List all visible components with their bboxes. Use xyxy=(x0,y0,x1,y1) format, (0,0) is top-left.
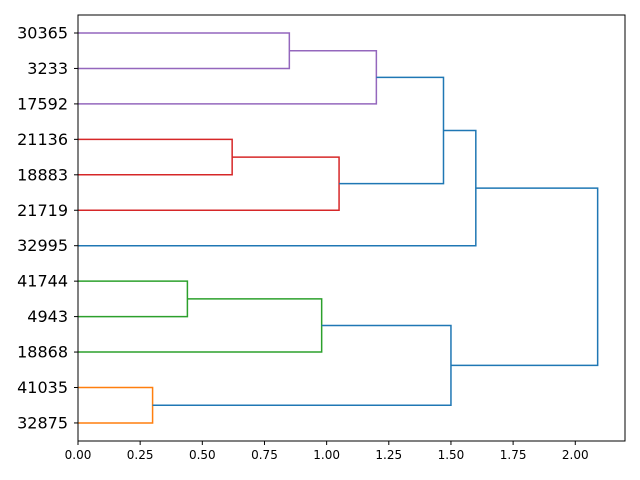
dendrogram-link xyxy=(78,156,340,211)
dendrogram-link xyxy=(78,298,323,353)
x-tick-label: 0.75 xyxy=(251,448,278,462)
leaf-label: 21136 xyxy=(17,130,68,149)
leaf-label: 18868 xyxy=(17,343,68,362)
leaf-label: 21719 xyxy=(17,201,68,220)
dendrogram-link xyxy=(78,49,378,105)
dendrogram-link xyxy=(78,280,189,318)
x-tick-label: 2.00 xyxy=(562,448,589,462)
dendrogram-links xyxy=(78,32,599,424)
leaf-label: 32875 xyxy=(17,413,68,432)
x-tick-label: 0.25 xyxy=(127,448,154,462)
dendrogram-link xyxy=(78,32,291,70)
x-axis-ticks: 0.00 0.25 0.50 0.75 1.00 1.25 1.50 1.75 2.00 xyxy=(65,441,589,462)
leaf-label: 17592 xyxy=(17,94,68,113)
leaf-label: 41035 xyxy=(17,378,68,397)
dendrogram-link xyxy=(339,76,445,185)
leaf-label: 3233 xyxy=(27,59,68,78)
x-tick-label: 1.25 xyxy=(375,448,402,462)
leaf-label: 41744 xyxy=(17,272,68,291)
leaf-label: 4943 xyxy=(27,307,68,326)
leaf-label: 30365 xyxy=(17,24,68,43)
x-tick-label: 0.00 xyxy=(65,448,92,462)
leaf-label: 32995 xyxy=(17,236,68,255)
x-tick-label: 1.00 xyxy=(313,448,340,462)
dendrogram-link xyxy=(78,138,233,176)
dendrogram-link xyxy=(450,187,599,367)
leaf-label: 18883 xyxy=(17,165,68,184)
x-tick-label: 0.50 xyxy=(189,448,216,462)
dendrogram-link xyxy=(78,129,477,247)
x-tick-label: 1.50 xyxy=(438,448,465,462)
x-tick-label: 1.75 xyxy=(500,448,527,462)
y-axis-ticks: 30365 3233 17592 21136 18883 21719 32995 41744 4… xyxy=(17,24,78,432)
dendrogram-link xyxy=(78,386,154,424)
plot-frame xyxy=(77,14,626,442)
dendrogram-link xyxy=(152,324,452,406)
